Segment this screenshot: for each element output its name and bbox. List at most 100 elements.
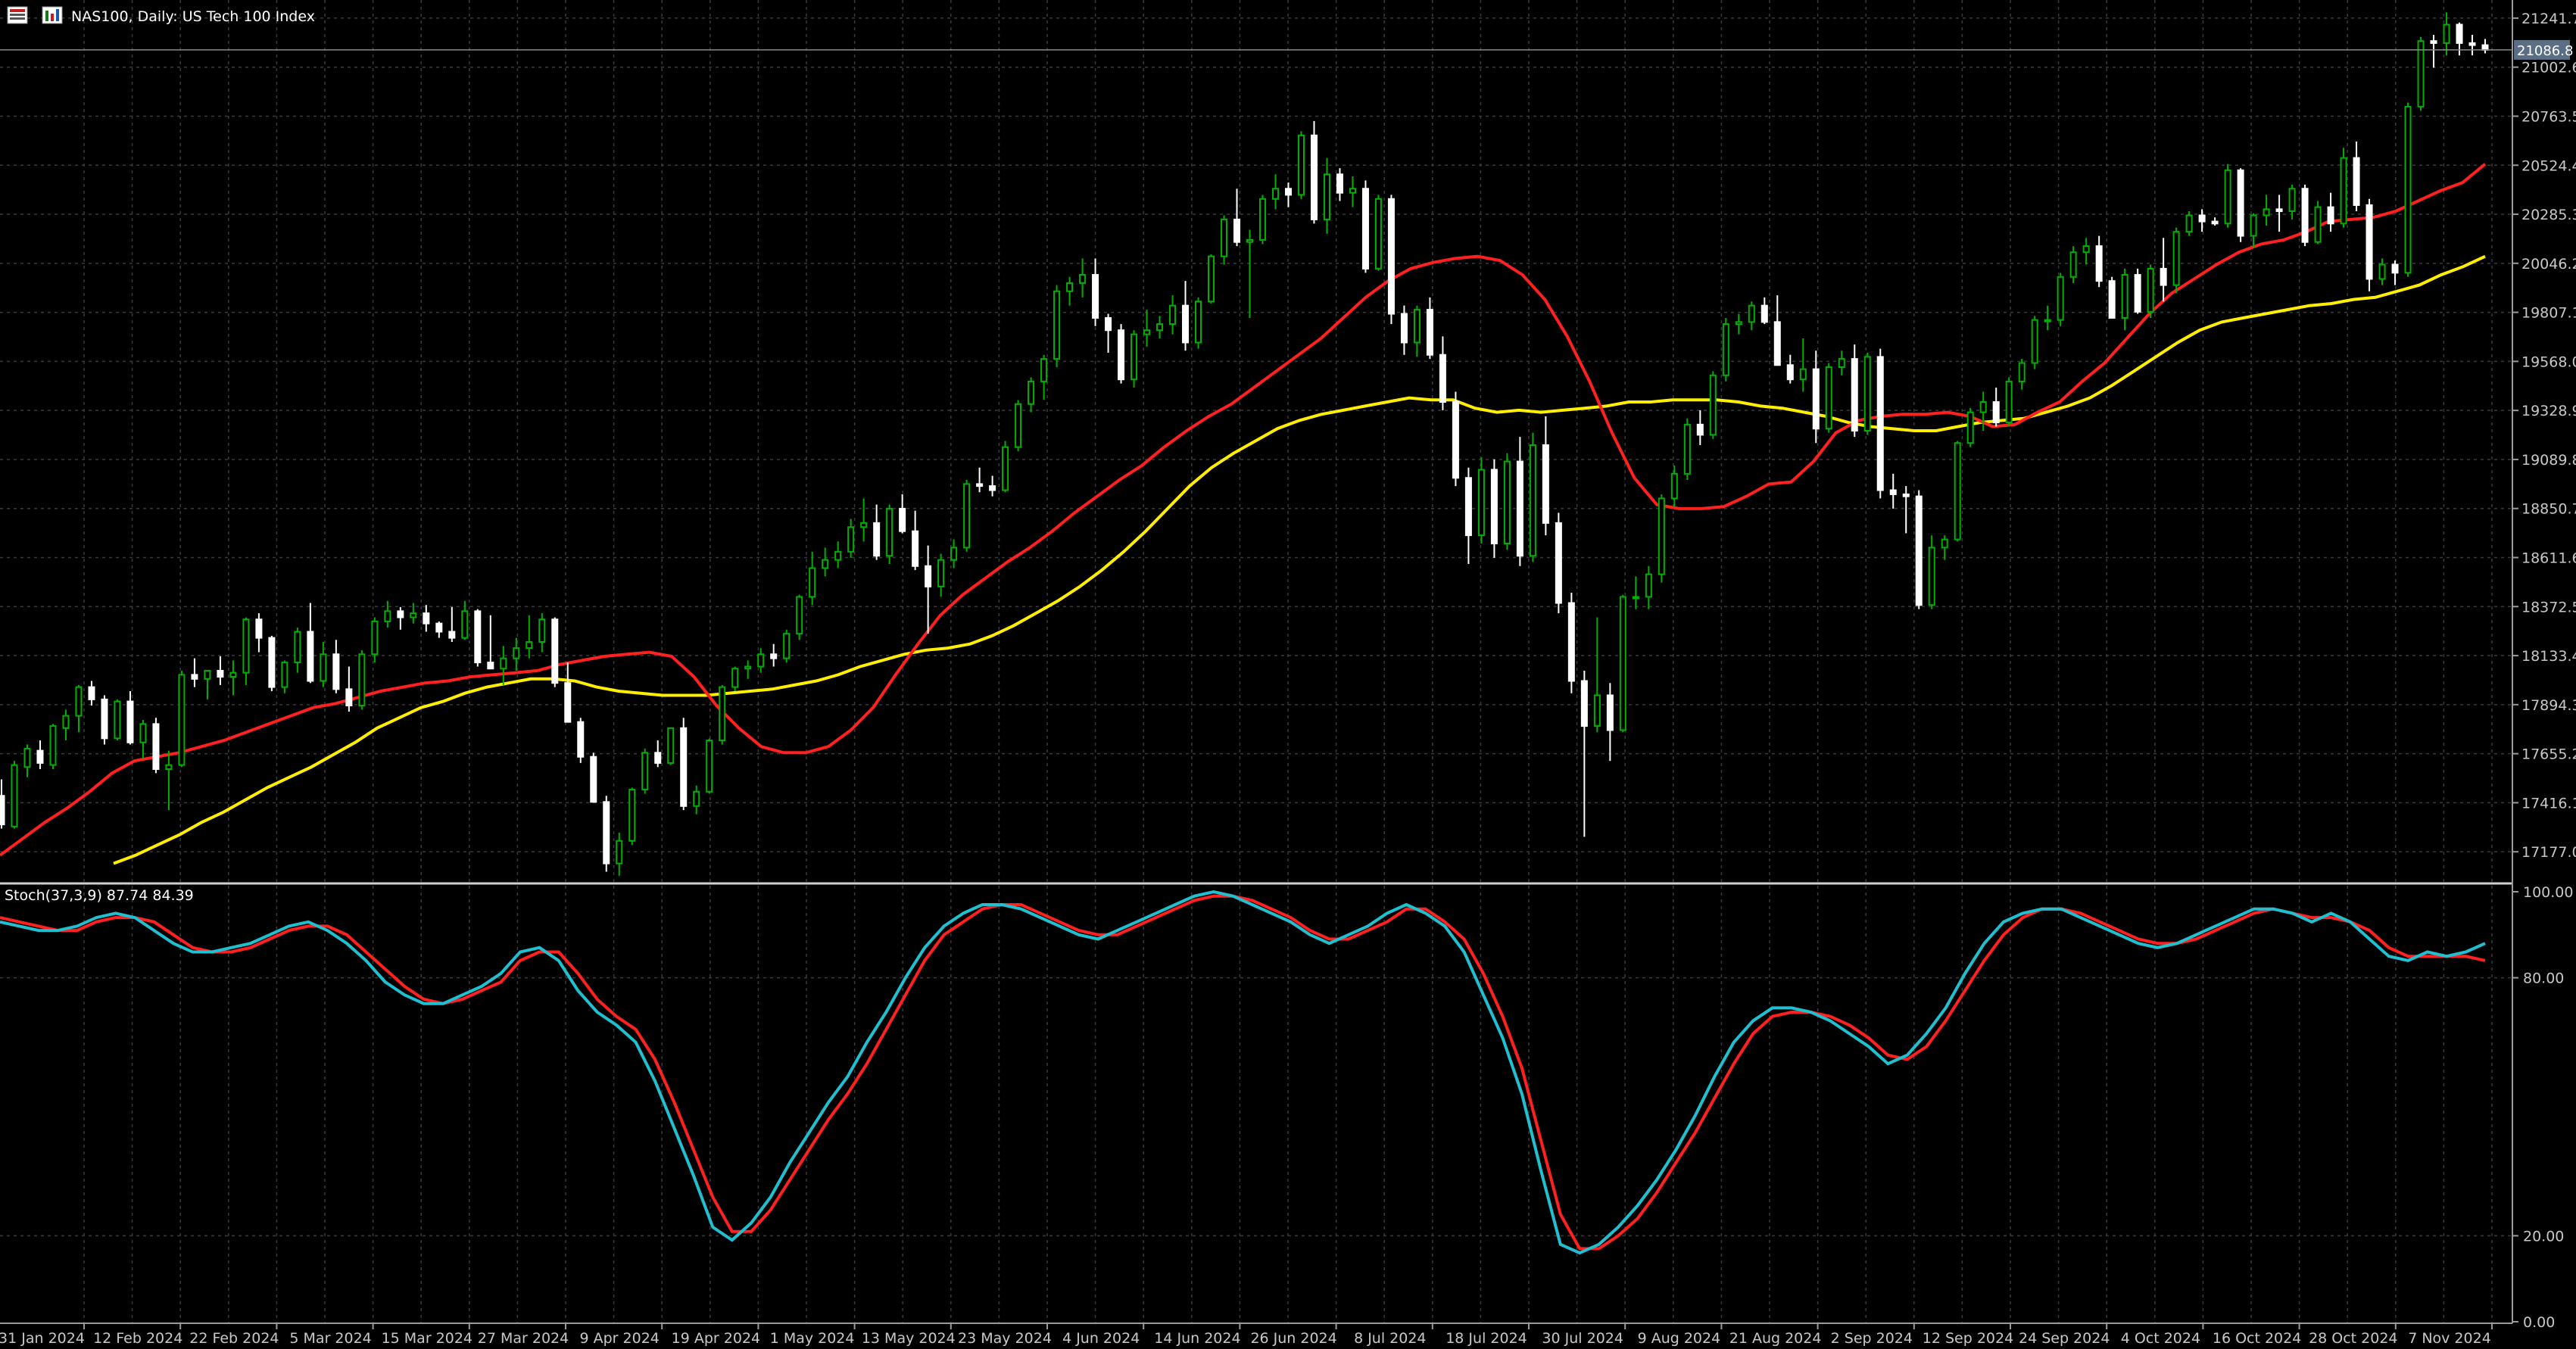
- chart-header: NAS100, Daily: US Tech 100 Index: [7, 6, 315, 25]
- candle: [1040, 354, 1048, 400]
- candle-body-bear: [564, 682, 572, 723]
- time-axis[interactable]: 31 Jan 2024 12 Feb 2024 22 Feb 2024 5 Mar 2…: [0, 1323, 2493, 1347]
- candle-body-bear: [1580, 680, 1588, 727]
- chart-type-icon[interactable]: [42, 6, 63, 24]
- candle: [2069, 246, 2077, 283]
- candle: [410, 603, 417, 624]
- candle: [1941, 535, 1948, 560]
- candle: [0, 779, 5, 829]
- candle-body-bull: [1040, 358, 1048, 382]
- candle: [2224, 164, 2231, 228]
- price-tick-label: 19568.0: [2521, 354, 2576, 370]
- candle-body-bear: [1400, 313, 1408, 344]
- candle: [1748, 301, 1755, 331]
- candle-body-bull: [1863, 356, 1871, 431]
- candle: [255, 613, 263, 653]
- candle: [2147, 264, 2154, 318]
- candle: [1079, 258, 1087, 298]
- candle-body-bear: [1233, 218, 1241, 243]
- candle-body-bear: [1387, 198, 1395, 315]
- candle-body-bear: [2134, 274, 2141, 313]
- candle-body-bull: [719, 686, 726, 742]
- stoch-axis[interactable]: 100.00 80.00 20.00 0.00: [2512, 884, 2573, 1331]
- candle-body-bear: [912, 530, 919, 567]
- candle: [178, 670, 186, 768]
- candle: [139, 719, 147, 759]
- candle-body-bull: [822, 559, 829, 569]
- candle: [423, 605, 430, 632]
- window-menu-icon[interactable]: [7, 6, 28, 24]
- time-tick-label: 16 Oct 2024: [2213, 1330, 2301, 1347]
- candle: [744, 660, 752, 679]
- candle-body-bull: [2417, 40, 2425, 107]
- candle: [1838, 350, 1845, 375]
- candle-body-bear: [2353, 157, 2360, 206]
- candle-body-bear: [397, 610, 404, 618]
- candle-body-bull: [641, 752, 649, 791]
- time-tick-label: 24 Sep 2024: [2019, 1330, 2110, 1347]
- price-tick-label: 21241.7: [2521, 11, 2576, 27]
- candle: [873, 504, 881, 560]
- candle-body-bull: [796, 596, 803, 635]
- candle: [2275, 195, 2283, 232]
- candle: [950, 539, 958, 569]
- candle-body-bear: [1336, 173, 1343, 194]
- candle-body-bull: [371, 620, 379, 656]
- candle: [1310, 120, 1318, 224]
- candle: [2327, 192, 2334, 232]
- candle-body-bear: [2468, 42, 2476, 46]
- candle-body-bull: [937, 559, 945, 587]
- candle-body-bear: [448, 631, 456, 639]
- candle-body-bear: [899, 507, 906, 532]
- time-tick-label: 14 Jun 2024: [1154, 1330, 1240, 1347]
- candle: [1670, 466, 1678, 507]
- candle-body-bear: [152, 723, 160, 770]
- candle: [2095, 235, 2103, 288]
- candle-body-bear: [88, 686, 95, 700]
- candle: [2005, 377, 2013, 427]
- candle-body-bull: [2044, 319, 2051, 322]
- candle: [1580, 670, 1588, 837]
- candle-body-bull: [410, 612, 417, 618]
- candle-body-bull: [384, 610, 391, 622]
- candle: [525, 615, 533, 659]
- candle-body-bear: [2095, 245, 2103, 282]
- candle-body-bull: [139, 723, 147, 743]
- candle-body-bull: [731, 668, 739, 688]
- candle-body-bear: [925, 565, 932, 587]
- candle-body-bear: [345, 688, 353, 706]
- candle-body-bull: [2082, 245, 2090, 254]
- candle-body-bull: [1941, 538, 1948, 549]
- candle-body-bull: [1002, 446, 1009, 491]
- candle-body-bull: [1477, 469, 1485, 537]
- candle-body-bull: [706, 740, 713, 793]
- candle-body-bear: [1426, 309, 1433, 356]
- candle: [2391, 260, 2399, 285]
- price-axis[interactable]: 21241.7 21002.6 20763.5 20524.4 20285.3 20046…: [2512, 11, 2576, 861]
- candle: [1258, 195, 1266, 245]
- candle: [783, 629, 791, 663]
- price-tick-label: 19807.1: [2521, 305, 2576, 322]
- candle-body-bull: [2340, 157, 2347, 225]
- price-tick-label: 18372.5: [2521, 599, 2576, 615]
- candle-body-bear: [1516, 460, 1523, 557]
- candle-body-bear: [255, 618, 263, 639]
- candle-body-bull: [1735, 321, 1742, 326]
- candle-body-bull: [2147, 267, 2154, 313]
- candle: [397, 606, 404, 630]
- candle: [1645, 565, 1652, 609]
- candle: [126, 691, 134, 745]
- candle: [693, 785, 700, 815]
- candle-body-bear: [2430, 40, 2437, 44]
- candle-body-bull: [1954, 442, 1961, 541]
- candle: [1619, 594, 1626, 733]
- candle-body-bear: [1105, 316, 1112, 332]
- candle: [1529, 432, 1536, 562]
- candle-body-bull: [1838, 358, 1845, 368]
- candle: [1413, 305, 1421, 357]
- candle: [435, 621, 443, 638]
- time-tick-label: 26 Jun 2024: [1250, 1330, 1336, 1347]
- candle: [204, 669, 211, 699]
- candle-body-bull: [1258, 198, 1266, 241]
